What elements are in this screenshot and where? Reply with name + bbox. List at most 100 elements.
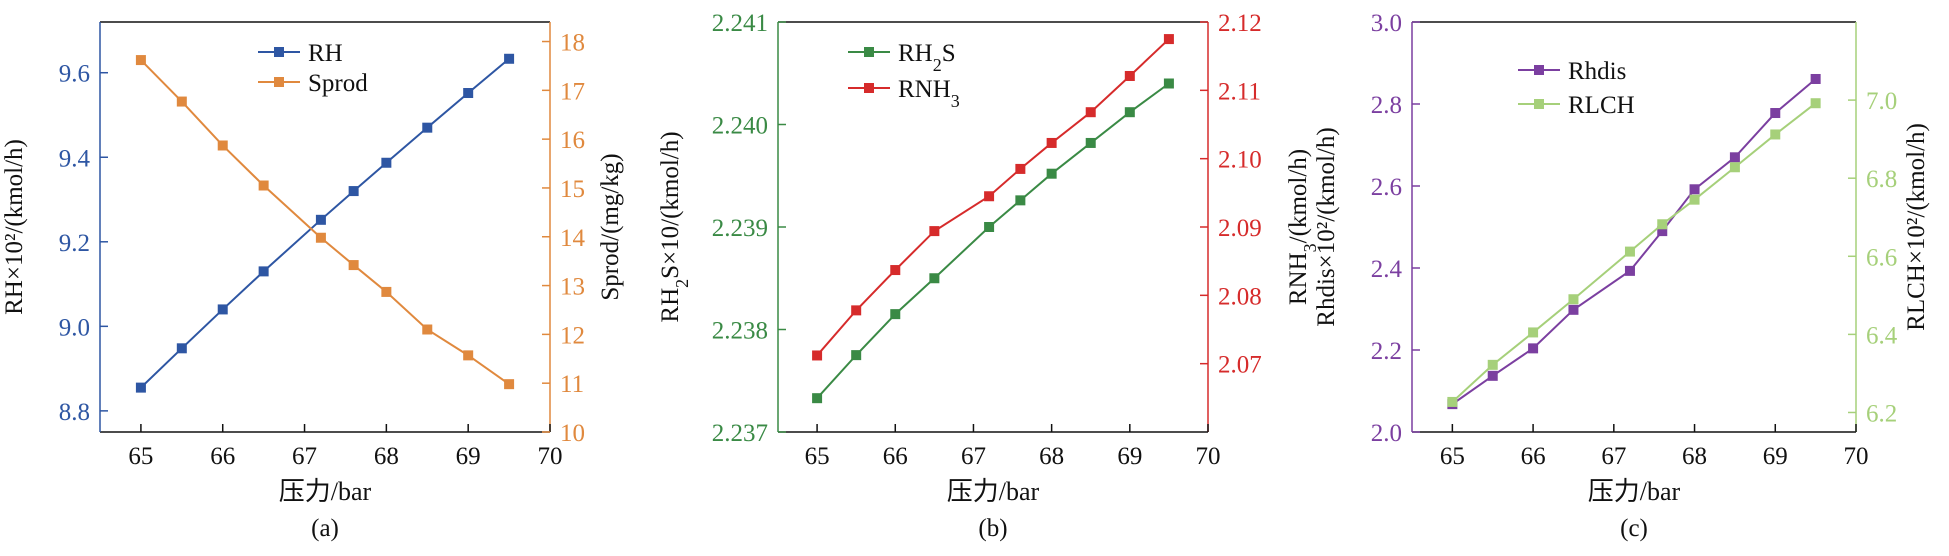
right-y-tick-label: 12 <box>560 322 585 349</box>
data-point-rnh3 <box>851 305 862 316</box>
legend-marker-rlch <box>1534 99 1544 109</box>
left-y-tick-label: 9.6 <box>59 61 90 88</box>
data-point-rhdis <box>1689 184 1700 195</box>
panel-caption: (a) <box>311 515 339 542</box>
data-point-rhdis <box>1528 343 1539 354</box>
data-point-rh <box>463 88 474 99</box>
right-y-tick-label: 18 <box>560 30 585 57</box>
x-tick-label: 65 <box>128 443 153 470</box>
data-point-rh2s <box>1085 137 1096 148</box>
right-y-tick-label: 10 <box>560 420 585 447</box>
data-point-rnh3 <box>1015 163 1026 174</box>
left-y-tick-label: 9.0 <box>59 314 90 341</box>
left-y-tick-label: 2.240 <box>712 113 768 140</box>
data-point-rh <box>315 214 326 225</box>
data-point-rlch <box>1770 129 1781 140</box>
left-y-tick-label: 2.6 <box>1371 174 1402 201</box>
right-y-axis-title: RNH3/(kmol/h) <box>1285 149 1320 305</box>
data-point-rh2s <box>929 273 940 284</box>
x-tick-label: 69 <box>456 443 481 470</box>
x-tick-label: 65 <box>805 443 830 470</box>
x-tick-label: 65 <box>1440 443 1465 470</box>
legend-label-sprod: Sprod <box>308 70 368 97</box>
x-axis-title: 压力/bar <box>1588 477 1681 506</box>
data-point-rh <box>348 186 359 197</box>
x-axis-title: 压力/bar <box>947 477 1040 506</box>
data-point-rnh3 <box>984 191 995 202</box>
legend-marker-rnh3 <box>864 83 874 93</box>
data-point-sprod <box>381 286 392 297</box>
data-point-rnh3 <box>1124 70 1135 81</box>
data-point-rh <box>135 382 146 393</box>
right-y-tick-label: 17 <box>560 78 585 105</box>
data-point-rnh3 <box>1046 137 1057 148</box>
data-point-rh2s <box>1163 78 1174 89</box>
data-point-rh2s <box>984 222 995 232</box>
left-y-axis-title: RH2S×10/(kmol/h) <box>657 131 692 322</box>
right-y-tick-label: 6.2 <box>1866 400 1897 427</box>
right-y-tick-label: 2.08 <box>1218 283 1262 310</box>
data-point-rh2s <box>1015 195 1026 206</box>
left-y-tick-label: 2.239 <box>712 215 768 242</box>
legend-label-rh2s: RH2S <box>898 40 956 75</box>
data-point-rh <box>176 343 187 354</box>
data-point-rh2s <box>812 393 823 404</box>
data-point-rnh3 <box>929 226 940 237</box>
data-point-sprod <box>258 180 269 191</box>
left-y-tick-label: 2.238 <box>712 318 768 345</box>
data-point-rhdis <box>1770 108 1781 119</box>
data-point-sprod <box>504 379 515 390</box>
left-y-tick-label: 2.2 <box>1371 338 1402 365</box>
legend-label-rhdis: Rhdis <box>1568 58 1626 85</box>
right-y-tick-label: 6.8 <box>1866 166 1897 193</box>
data-point-rhdis <box>1810 73 1821 84</box>
data-point-rlch <box>1729 162 1740 173</box>
legend-marker-rh2s <box>864 47 874 57</box>
data-point-rh2s <box>890 309 901 320</box>
data-point-sprod <box>135 55 146 66</box>
x-tick-label: 68 <box>1682 443 1707 470</box>
data-point-rnh3 <box>812 350 823 361</box>
series-line-rhdis <box>1451 78 1817 405</box>
legend-label-rh: RH <box>308 40 343 67</box>
right-y-tick-label: 6.6 <box>1866 244 1897 271</box>
left-y-tick-label: 2.8 <box>1371 92 1402 119</box>
left-y-tick-label: 9.4 <box>59 145 91 172</box>
right-y-tick-label: 2.12 <box>1218 10 1262 37</box>
data-point-rnh3 <box>1163 34 1174 45</box>
data-point-rlch <box>1487 359 1498 370</box>
series-line-rh <box>140 58 510 389</box>
data-point-sprod <box>176 96 187 107</box>
chart-panel-3: 65 66 67 68 69 70 2.0 2.2 2.4 2.6 2.8 3.0 6.2 6.4 6.6 6… <box>1313 10 1930 542</box>
x-tick-label: 70 <box>538 443 563 470</box>
data-point-rlch <box>1624 246 1635 257</box>
x-tick-label: 70 <box>1196 443 1221 470</box>
data-point-rlch <box>1689 194 1700 205</box>
left-y-tick-label: 2.4 <box>1371 256 1403 283</box>
right-y-axis-title: Sprod/(mg/kg) <box>597 153 624 300</box>
panel-caption: (b) <box>978 515 1007 542</box>
left-y-tick-label: 9.2 <box>59 230 90 257</box>
x-axis-title: 压力/bar <box>279 477 372 506</box>
data-point-rh <box>258 266 269 277</box>
legend-marker-sprod <box>274 77 284 87</box>
data-point-rhdis <box>1487 370 1498 381</box>
data-point-rh2s <box>1124 107 1135 118</box>
data-point-rnh3 <box>890 265 901 276</box>
series-line-sprod <box>140 59 510 385</box>
legend-marker-rh <box>274 47 284 57</box>
data-point-rlch <box>1447 396 1458 407</box>
x-tick-label: 68 <box>1039 443 1064 470</box>
series-line-rnh3 <box>816 38 1170 357</box>
x-tick-label: 66 <box>1521 443 1546 470</box>
series-line-rh2s <box>816 82 1170 399</box>
data-point-rlch <box>1810 98 1821 109</box>
data-point-rlch <box>1568 294 1579 305</box>
x-tick-label: 68 <box>374 443 399 470</box>
data-point-sprod <box>463 350 474 361</box>
chart-panel-1: 65 66 67 68 69 70 8.8 9.0 9.2 9.4 9.6 10 11 12 13 14 15 1… <box>1 21 624 542</box>
left-y-tick-label: 2.0 <box>1371 420 1402 447</box>
right-y-tick-label: 11 <box>560 371 584 398</box>
left-y-tick-label: 8.8 <box>59 399 90 426</box>
